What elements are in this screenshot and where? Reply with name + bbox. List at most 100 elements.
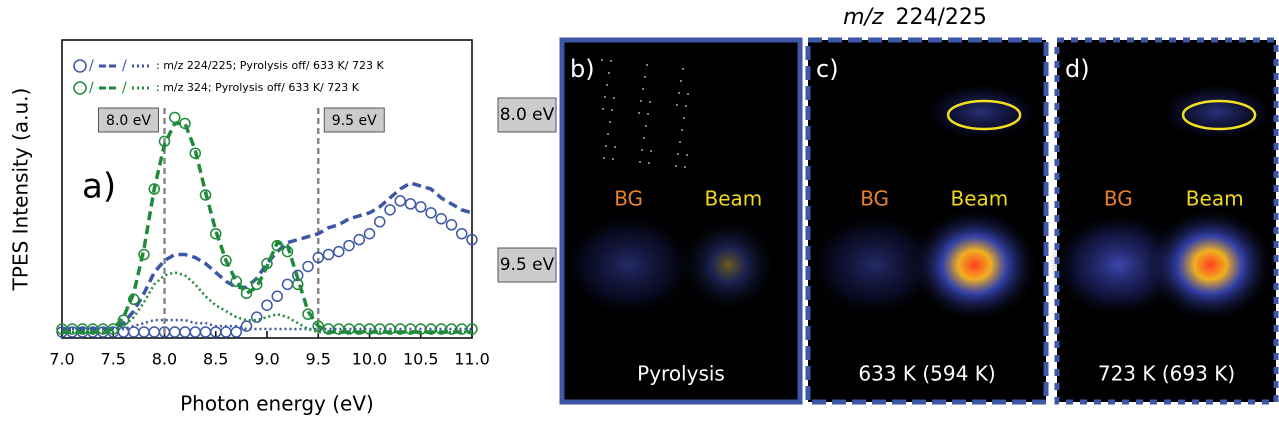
noise-dot: [638, 112, 640, 114]
noise-dot: [639, 161, 641, 163]
title-prefix: m/z: [843, 5, 884, 30]
energy-label: 8.0 eV: [500, 105, 555, 125]
energy-box: [497, 247, 557, 283]
legend-separator: /: [122, 58, 127, 74]
data-point: [466, 233, 478, 246]
noise-dot: [642, 88, 644, 90]
data-point: [415, 201, 427, 213]
data-line: [62, 181, 473, 331]
beam-marker: [946, 99, 1022, 131]
data-point: [271, 239, 283, 252]
data-point: [261, 299, 273, 311]
data-point: [240, 320, 253, 332]
noise-dot: [687, 93, 689, 95]
legend-separator: /: [89, 80, 94, 96]
noise-dot: [644, 76, 646, 78]
bg-label: BG: [1104, 187, 1133, 211]
data-point: [220, 254, 232, 267]
noise-dot: [613, 97, 615, 99]
noise-dot: [614, 146, 616, 148]
data-point: [394, 195, 406, 207]
noise-dot: [648, 162, 650, 164]
data-line: [62, 121, 472, 334]
data-point: [169, 111, 181, 124]
x-tick-label: 10.5: [403, 350, 439, 369]
noise-dot: [607, 133, 609, 135]
x-tick-label: 9.0: [254, 350, 279, 369]
beam-top-blob: [1156, 82, 1277, 142]
data-point: [333, 245, 345, 258]
x-tick-label: 10.0: [352, 350, 388, 369]
image-border: [559, 37, 803, 405]
data-point: [138, 326, 150, 338]
data-point: [353, 233, 365, 246]
data-point: [302, 260, 314, 273]
data-point: [199, 189, 212, 201]
annotation-box: [323, 107, 385, 133]
panel-label: a): [82, 167, 116, 207]
data-point: [281, 278, 294, 291]
noise-dot: [603, 157, 605, 159]
legend-separator: /: [89, 58, 94, 74]
noise-dot: [647, 113, 649, 115]
noise-dot: [677, 153, 679, 155]
energy-label: 9.5 eV: [500, 255, 555, 275]
x-tick-label: 7.0: [49, 350, 74, 369]
noise-dot: [602, 108, 604, 110]
data-point: [404, 198, 417, 210]
noise-dot: [646, 64, 648, 66]
panel-caption: Pyrolysis: [637, 362, 725, 386]
data-point: [445, 219, 458, 231]
noise-dot: [684, 166, 686, 168]
legend-symbol: [73, 59, 87, 73]
panel-label: d): [1065, 55, 1090, 83]
data-point: [230, 326, 242, 338]
beam-label: Beam: [1186, 187, 1244, 211]
noise-dot: [682, 68, 684, 70]
noise-dot: [650, 150, 652, 152]
data-point: [148, 326, 160, 338]
x-tick-label: 8.0: [152, 350, 177, 369]
legend-label: : m/z 224/225; Pyrolysis off/ 633 K/ 723…: [156, 59, 384, 72]
legend-label: : m/z 324; Pyrolysis off/ 633 K/ 723 K: [156, 81, 360, 94]
noise-dot: [680, 80, 682, 82]
data-point: [240, 287, 253, 300]
data-point: [363, 227, 376, 240]
noise-dot: [604, 96, 606, 98]
x-tick-label: 7.5: [101, 350, 126, 369]
data-point: [189, 326, 201, 338]
image-border: [1054, 37, 1279, 405]
noise-dot: [685, 105, 687, 107]
x-tick-label: 11.0: [454, 350, 490, 369]
noise-dot: [678, 92, 680, 94]
data-point: [199, 326, 212, 338]
noise-dot: [609, 121, 611, 123]
noise-dot: [611, 109, 613, 111]
noise-dot: [676, 104, 678, 106]
images-title: m/z 224/225: [843, 5, 987, 30]
legend-separator: /: [122, 80, 127, 96]
beam-top-blob: [921, 82, 1042, 142]
noise-dot: [645, 125, 647, 127]
data-point: [179, 326, 191, 338]
title-text: 224/225: [895, 5, 986, 30]
data-point: [169, 326, 181, 338]
beam-label: Beam: [950, 187, 1008, 211]
beam-blob: [1145, 207, 1276, 323]
data-point: [220, 326, 232, 338]
data-point: [312, 251, 324, 264]
data-point: [466, 323, 478, 335]
noise-dot: [610, 60, 612, 62]
noise-dot: [683, 117, 685, 119]
data-point: [302, 308, 314, 320]
noise-dot: [686, 154, 688, 156]
data-point: [189, 147, 201, 159]
energy-box: [497, 97, 557, 133]
bg-label: BG: [860, 187, 889, 211]
legend-symbol: [73, 81, 87, 95]
noise-dot: [612, 158, 614, 160]
x-tick-label: 8.5: [203, 350, 228, 369]
data-point: [425, 207, 437, 219]
noise-dot: [649, 101, 651, 103]
